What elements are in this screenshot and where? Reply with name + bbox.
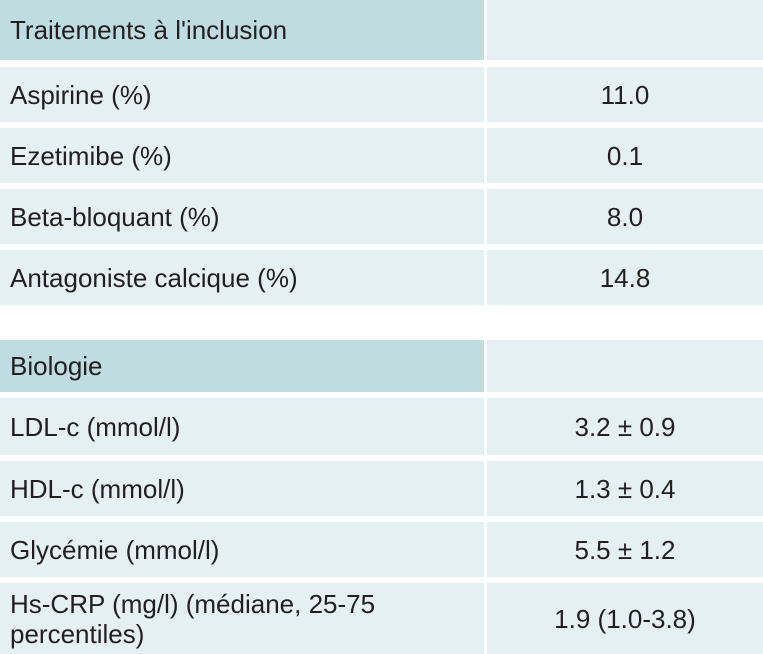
table-row: LDL-c (mmol/l) 3.2 ± 0.9 xyxy=(0,398,763,455)
row-value: 8.0 xyxy=(487,189,763,244)
row-value: 14.8 xyxy=(487,250,763,305)
section-header-label: Traitements à l'inclusion xyxy=(0,0,484,60)
row-value: 0.1 xyxy=(487,128,763,183)
row-label: Hs-CRP (mg/l) (médiane, 25-75 percentile… xyxy=(0,583,484,654)
section-header-treatments: Traitements à l'inclusion xyxy=(0,0,763,60)
table-row: Hs-CRP (mg/l) (médiane, 25-75 percentile… xyxy=(0,583,763,654)
table-row: Glycémie (mmol/l) 5.5 ± 1.2 xyxy=(0,522,763,577)
table-row: Aspirine (%) 11.0 xyxy=(0,67,763,122)
row-label: Glycémie (mmol/l) xyxy=(0,522,484,577)
section-header-biology: Biologie xyxy=(0,340,763,392)
row-value: 5.5 ± 1.2 xyxy=(487,522,763,577)
row-label: Beta-bloquant (%) xyxy=(0,189,484,244)
row-label: Aspirine (%) xyxy=(0,67,484,122)
section-header-label: Biologie xyxy=(0,340,484,392)
table-row: Antagoniste calcique (%) 14.8 xyxy=(0,250,763,305)
table-row: Beta-bloquant (%) 8.0 xyxy=(0,189,763,244)
section-header-value-empty xyxy=(487,0,763,60)
row-label: Antagoniste calcique (%) xyxy=(0,250,484,305)
row-label: HDL-c (mmol/l) xyxy=(0,461,484,516)
row-value: 1.9 (1.0-3.8) xyxy=(487,583,763,654)
row-label-line-2: percentiles) xyxy=(10,618,145,649)
section-header-value-empty xyxy=(487,340,763,392)
table-row: Ezetimibe (%) 0.1 xyxy=(0,128,763,183)
row-label-line-1: Hs-CRP (mg/l) (médiane, 25-75 xyxy=(10,588,376,619)
row-value: 11.0 xyxy=(487,67,763,122)
table-row: HDL-c (mmol/l) 1.3 ± 0.4 xyxy=(0,461,763,516)
row-label: Ezetimibe (%) xyxy=(0,128,484,183)
row-label: LDL-c (mmol/l) xyxy=(0,398,484,455)
row-value: 1.3 ± 0.4 xyxy=(487,461,763,516)
row-value: 3.2 ± 0.9 xyxy=(487,398,763,455)
